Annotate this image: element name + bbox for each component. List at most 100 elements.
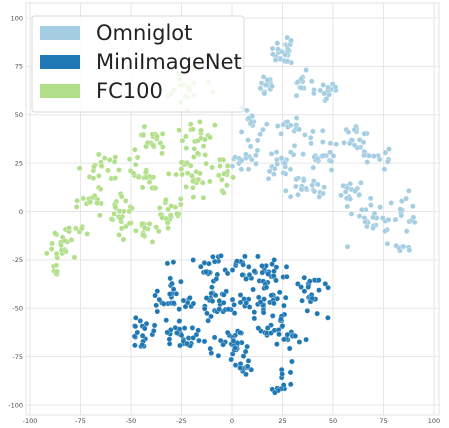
data-point [178, 159, 185, 166]
data-point [259, 263, 265, 269]
data-point [143, 174, 149, 181]
y-tick-label: -100 [8, 401, 23, 409]
data-point [279, 371, 285, 377]
data-point [281, 302, 287, 309]
y-tick-label: -50 [12, 305, 23, 313]
data-point [218, 253, 224, 259]
data-point [190, 335, 196, 341]
legend-label-fc100: FC100 [96, 79, 163, 103]
data-point [377, 204, 383, 210]
data-point [220, 190, 227, 196]
data-point [381, 166, 388, 172]
x-tick-label: 75 [379, 417, 387, 425]
data-point [340, 183, 346, 189]
data-point [314, 181, 321, 188]
data-point [316, 194, 323, 200]
data-point [203, 160, 209, 167]
data-point [94, 200, 100, 206]
data-point [143, 169, 149, 176]
data-point [273, 264, 280, 270]
data-point [190, 184, 196, 191]
data-point [201, 338, 208, 345]
data-point [384, 240, 391, 247]
data-point [271, 268, 277, 274]
data-point [356, 137, 363, 143]
data-point [364, 159, 370, 165]
data-point [183, 184, 189, 190]
data-point [207, 134, 213, 141]
data-point [172, 324, 179, 331]
data-point [156, 296, 163, 303]
data-point [199, 180, 206, 186]
data-point [163, 317, 169, 323]
data-point [255, 294, 262, 301]
data-point [221, 292, 227, 298]
data-point [202, 136, 208, 143]
data-point [234, 258, 240, 264]
data-point [316, 277, 322, 283]
x-tick-label: -50 [126, 417, 137, 425]
data-point [168, 203, 174, 209]
data-point [194, 150, 201, 156]
data-point [182, 303, 189, 310]
data-point [317, 87, 323, 94]
data-point [118, 193, 125, 200]
data-point [167, 275, 173, 282]
data-point [183, 145, 190, 151]
data-point [393, 242, 399, 249]
data-point [111, 159, 118, 165]
data-point [327, 140, 334, 147]
data-point [361, 152, 367, 159]
data-point [58, 247, 65, 254]
data-point [300, 177, 307, 184]
data-point [156, 205, 163, 211]
data-point [257, 85, 264, 92]
data-point [209, 298, 216, 304]
data-point [325, 315, 331, 321]
data-point [142, 325, 148, 332]
data-point [271, 300, 277, 307]
data-point [237, 299, 244, 306]
data-point [248, 156, 255, 163]
data-point [181, 325, 188, 331]
data-point [392, 216, 399, 223]
y-tick-label: 100 [11, 14, 23, 22]
x-tick-label: 25 [278, 417, 286, 425]
data-point [219, 176, 225, 183]
data-point [150, 142, 156, 148]
data-point [320, 190, 326, 197]
data-point [293, 183, 299, 190]
data-point [243, 151, 249, 158]
data-point [410, 203, 416, 209]
data-point [156, 228, 162, 235]
data-point [310, 164, 317, 171]
data-point [141, 225, 148, 231]
data-point [194, 138, 201, 144]
data-point [54, 268, 60, 275]
data-point [232, 345, 238, 351]
data-point [201, 305, 208, 312]
data-point [217, 337, 224, 344]
data-point [187, 295, 193, 301]
data-point [76, 229, 83, 235]
data-point [251, 315, 258, 322]
data-point [361, 130, 367, 137]
data-point [203, 269, 209, 275]
data-point [362, 219, 368, 225]
data-point [244, 343, 250, 350]
data-point [73, 204, 80, 210]
data-point [120, 236, 127, 243]
data-point [216, 298, 223, 304]
data-point [327, 149, 333, 155]
x-tick-label: 100 [428, 417, 440, 425]
data-point [280, 382, 287, 388]
data-point [398, 212, 405, 219]
data-point [411, 219, 418, 226]
data-point [280, 121, 286, 128]
data-point [154, 288, 161, 294]
data-point [287, 122, 294, 129]
y-tick-label: 75 [15, 63, 23, 71]
data-point [403, 228, 410, 234]
data-point [296, 126, 302, 133]
data-point [251, 309, 258, 315]
